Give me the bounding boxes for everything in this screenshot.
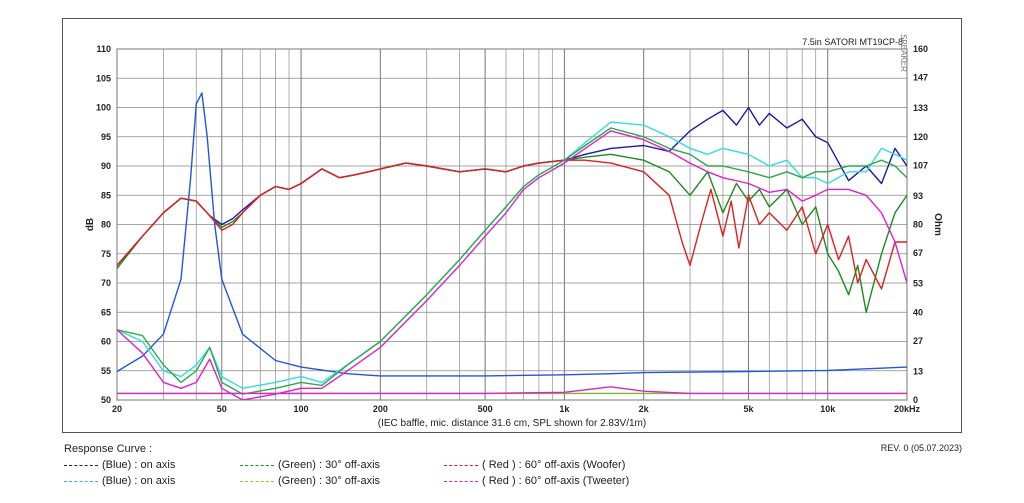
footer-title: Response Curve :	[64, 443, 153, 455]
legend-item: (Green) : 30° off-axis	[240, 459, 380, 471]
x-tick-label: 500	[478, 404, 493, 414]
y-tick-label: 60	[101, 337, 111, 347]
x-tick-label: 20kHz	[894, 404, 921, 414]
legend-label: ( Red ) : 60° off-axis (Woofer)	[482, 459, 626, 471]
legend-swatch	[240, 480, 274, 482]
y-tick-label: 80	[101, 220, 111, 230]
legend-label: (Green) : 30° off-axis	[278, 459, 381, 471]
y-tick-label: 55	[101, 366, 111, 376]
x-tick-label: 10k	[820, 404, 836, 414]
chart-title: 7.5in SATORI MT19CP-8	[802, 37, 903, 47]
y-tick-label: 65	[101, 307, 111, 317]
y2-tick-label: 93	[913, 191, 923, 201]
legend-label: (Green) : 30° off-axis	[278, 475, 381, 487]
legend-swatch	[444, 480, 478, 482]
legend-label: (Blue) : on axis	[102, 475, 176, 487]
x-tick-label: 5k	[743, 404, 754, 414]
frequency-response-chart: 20 50 100 200 500 1k 2k 5k 10k 20kHz5055606570758…	[85, 34, 943, 429]
x-axis-label: (IEC baffle, mic. distance 31.6 cm, SPL …	[378, 418, 646, 429]
legend-swatch	[240, 464, 274, 466]
y-axis-label: dB	[85, 218, 96, 231]
series-line-1	[117, 92, 907, 377]
series-line-8	[117, 386, 907, 395]
y-tick-label: 90	[101, 161, 111, 171]
revision-label: REV. 0 (05.07.2023)	[880, 443, 962, 453]
x-tick-label: 50	[217, 404, 227, 414]
y2-tick-label: 107	[913, 160, 928, 170]
y2-tick-label: 160	[913, 44, 928, 54]
y2-tick-label: 120	[913, 132, 928, 142]
series-line-6	[117, 127, 907, 395]
y-tick-label: 75	[101, 249, 111, 259]
y-tick-label: 100	[96, 103, 111, 113]
y-tick-label: 50	[101, 395, 111, 405]
x-tick-label: 100	[294, 404, 309, 414]
y2-tick-label: 133	[913, 103, 928, 113]
legend-item: (Blue) : on axis	[64, 459, 175, 471]
x-tick-label: 200	[373, 404, 388, 414]
side-text: SPEAKER	[899, 34, 908, 72]
legend-item: ( Red ) : 60° off-axis (Tweeter)	[444, 475, 629, 487]
x-tick-label: 2k	[639, 404, 650, 414]
legend-item: ( Red ) : 60° off-axis (Woofer)	[444, 459, 625, 471]
y-tick-label: 110	[96, 44, 111, 54]
y-tick-label: 95	[101, 132, 111, 142]
legend-item: (Blue) : on axis	[64, 475, 175, 487]
y2-tick-label: 67	[913, 248, 923, 258]
y-tick-label: 85	[101, 190, 111, 200]
legend-swatch	[444, 464, 478, 466]
x-tick-label: 1k	[559, 404, 570, 414]
legend-swatch	[64, 480, 98, 482]
legend-label: ( Red ) : 60° off-axis (Tweeter)	[482, 475, 630, 487]
legend-swatch	[64, 464, 98, 466]
y2-tick-label: 13	[913, 366, 923, 376]
y2-tick-label: 80	[913, 220, 923, 230]
x-tick-label: 20	[112, 404, 122, 414]
y-tick-label: 70	[101, 278, 111, 288]
y-tick-label: 105	[96, 73, 111, 83]
y2-tick-label: 40	[913, 307, 923, 317]
legend-label: (Blue) : on axis	[102, 459, 176, 471]
y2-tick-label: 0	[913, 395, 918, 405]
chart-frame: 20 50 100 200 500 1k 2k 5k 10k 20kHz 50 55 60 65 70 75 8…	[62, 18, 962, 433]
y2-tick-label: 147	[913, 73, 928, 83]
y2-tick-label: 27	[913, 336, 923, 346]
series-line-7	[117, 130, 907, 400]
y2-tick-label: 53	[913, 279, 923, 289]
legend-item: (Green) : 30° off-axis	[240, 475, 380, 487]
y2-axis-label: Ohm	[932, 213, 943, 236]
